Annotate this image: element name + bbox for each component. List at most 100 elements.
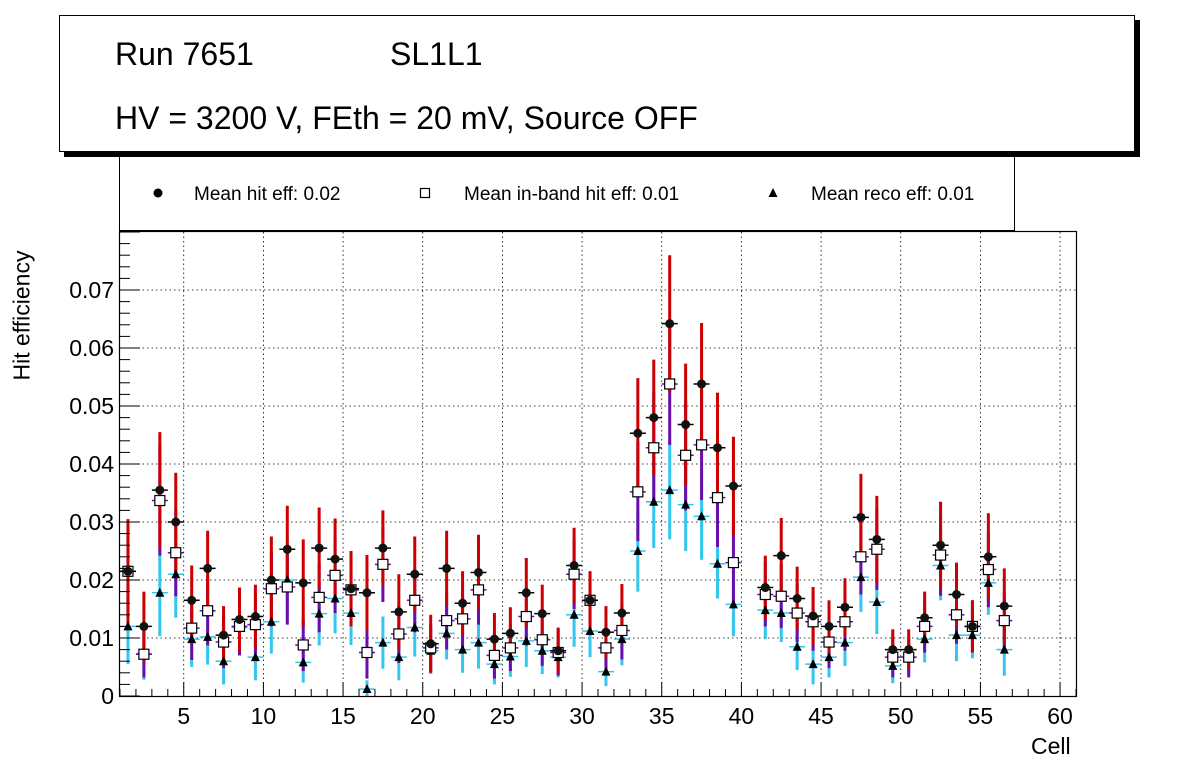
hit-eff-point — [219, 630, 229, 640]
hit-eff-point — [155, 485, 165, 495]
plot-frame — [118, 230, 1078, 698]
hit-eff-point — [728, 481, 738, 491]
reco-eff-point — [410, 622, 420, 632]
legend-reco-label: Mean reco eff: 0.01 — [811, 184, 975, 205]
reco-eff-point — [521, 635, 531, 645]
hit-eff-point — [808, 611, 818, 621]
hit-eff-point — [489, 634, 499, 644]
inband-eff-point — [680, 449, 692, 461]
inband-eff-point — [982, 563, 994, 576]
reco-eff-point — [601, 666, 611, 676]
hit-eff-point — [410, 569, 420, 579]
inband-eff-point — [600, 642, 612, 654]
hit-eff-point — [649, 413, 659, 423]
axes: 5 10 15 20 25 30 35 40 45 50 55 60 0 0.01 0.02 0.03 0.04… — [69, 231, 1077, 729]
x-tick-label: 60 — [1047, 703, 1073, 729]
reco-eff-point — [394, 652, 404, 662]
inband-eff-point — [170, 547, 182, 559]
reco-eff-point — [728, 599, 738, 609]
y-tick-label: 0.03 — [69, 509, 114, 535]
inband-eff-point — [919, 620, 931, 633]
reco-eff-point — [474, 637, 483, 647]
hit-eff-point — [681, 420, 691, 430]
hit-eff-point — [505, 628, 515, 638]
x-axis-title: Cell — [1031, 733, 1071, 759]
reco-eff-point — [792, 641, 802, 651]
hit-eff-point — [362, 588, 372, 598]
inband-eff-point — [297, 639, 309, 651]
reco-eff-point — [171, 569, 181, 579]
x-tick-label: 10 — [251, 703, 277, 729]
inband-eff-point — [950, 609, 963, 621]
hit-eff-point — [760, 583, 770, 593]
reco-eff-point — [569, 609, 579, 619]
reco-eff-point — [665, 485, 675, 495]
inband-eff-point — [154, 494, 166, 507]
hit-eff-point — [474, 567, 483, 577]
x-tick-label: 5 — [177, 703, 190, 729]
inband-eff-point — [281, 581, 293, 593]
reco-eff-point — [505, 651, 515, 661]
reco-eff-point — [840, 637, 850, 647]
reco-eff-point — [203, 631, 213, 641]
reco-eff-point — [155, 587, 165, 597]
hit-eff-point — [617, 608, 627, 618]
inband-eff-point — [839, 616, 851, 628]
reco-eff-point — [856, 572, 866, 582]
inband-eff-point — [361, 646, 373, 659]
legend: Mean hit eff: 0.02 Mean in-band hit eff:… — [119, 157, 1015, 231]
reco-eff-point — [983, 577, 993, 587]
reco-eff-point — [314, 608, 324, 618]
reco-eff-point — [489, 659, 499, 669]
x-tick-label: 35 — [649, 703, 675, 729]
hit-eff-point — [187, 595, 197, 605]
x-tick-label: 25 — [490, 703, 516, 729]
inband-eff-point — [520, 610, 532, 623]
hit-eff-point — [139, 621, 149, 631]
inband-eff-point — [664, 378, 676, 390]
reco-eff-point — [808, 659, 818, 669]
inband-eff-point — [695, 439, 708, 451]
hit-eff-point — [904, 645, 914, 655]
reco-eff-point — [697, 511, 707, 521]
hit-marker-icon — [153, 188, 163, 198]
x-tick-label: 20 — [410, 703, 436, 729]
hit-eff-point — [537, 609, 547, 619]
hit-eff-point — [920, 613, 930, 623]
reco-eff-point — [219, 656, 229, 666]
inband-eff-point — [472, 584, 485, 596]
hit-eff-point — [665, 319, 675, 329]
inband-eff-point — [504, 642, 516, 654]
inband-eff-point — [536, 634, 548, 646]
x-tick-label: 30 — [569, 703, 595, 729]
reco-eff-point — [537, 645, 547, 655]
inband-eff-point — [313, 591, 325, 604]
reco-eff-point — [952, 630, 961, 640]
y-tick-label: 0 — [101, 683, 114, 709]
inband-eff-point — [186, 622, 198, 634]
inband-eff-point — [998, 614, 1010, 627]
y-tick-label: 0.06 — [69, 335, 114, 361]
reco-eff-point — [967, 630, 977, 640]
reco-eff-point — [585, 626, 595, 636]
inband-eff-point — [791, 607, 803, 619]
hit-eff-point — [585, 595, 595, 605]
x-tick-label: 40 — [729, 703, 755, 729]
y-axis-title: Hit efficiency — [8, 250, 35, 381]
inband-eff-point — [202, 605, 214, 617]
x-tick-label: 50 — [888, 703, 914, 729]
reco-eff-point — [362, 684, 372, 694]
inband-eff-point — [568, 568, 580, 580]
reco-eff-point — [633, 546, 643, 555]
hit-eff-point — [298, 578, 308, 588]
inband-eff-point — [329, 569, 341, 581]
conditions-label: HV = 3200 V, FEth = 20 mV, Source OFF — [115, 100, 698, 136]
reco-eff-point — [936, 560, 946, 570]
hit-eff-point — [999, 601, 1009, 611]
inband-eff-point — [871, 543, 883, 555]
inband-eff-point — [648, 442, 660, 454]
hit-eff-point — [936, 540, 946, 550]
hit-eff-point — [521, 588, 531, 598]
legend-inband-label: Mean in-band hit eff: 0.01 — [464, 184, 680, 205]
reco-eff-point — [266, 616, 276, 626]
